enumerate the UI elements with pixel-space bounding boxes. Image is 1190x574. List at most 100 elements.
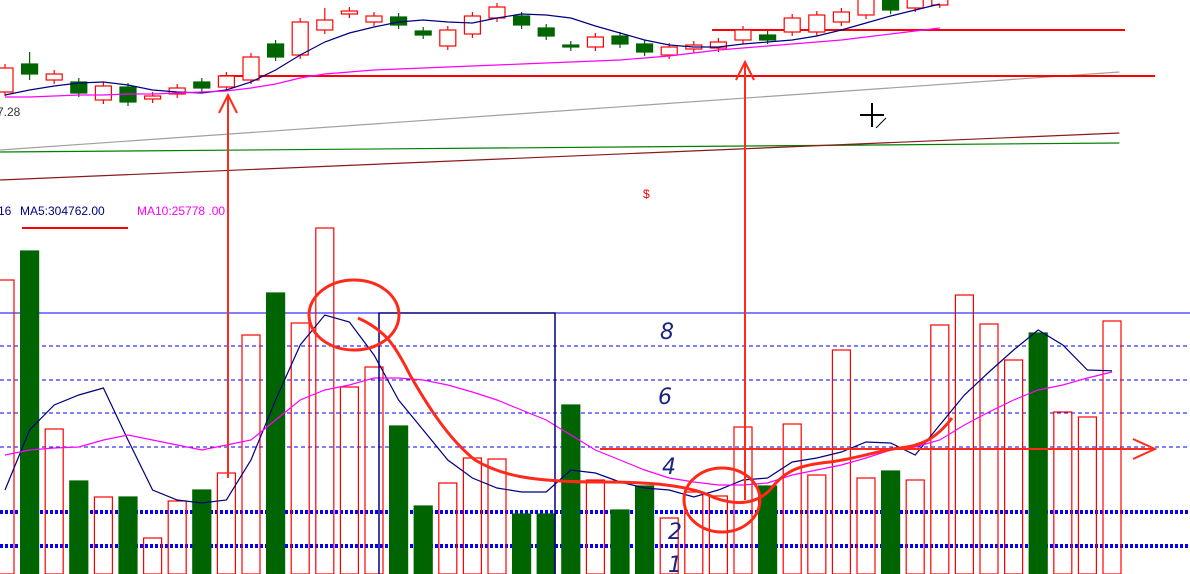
hand-label: 6 — [658, 385, 672, 410]
candle-body — [70, 81, 88, 94]
candle-body — [734, 29, 752, 41]
candle-body — [45, 73, 63, 81]
volume-bar — [241, 334, 261, 574]
marker: $ — [643, 187, 650, 201]
drawings — [218, 59, 1158, 534]
candle-body — [709, 41, 728, 49]
legend-entry: MA10:25778 .00 — [137, 204, 225, 218]
arrow-head — [1132, 438, 1158, 460]
volume-bar — [1077, 416, 1098, 574]
volume-bar — [708, 495, 729, 574]
volume-bar — [462, 457, 482, 574]
volume-bar — [192, 489, 212, 574]
volume-bar — [143, 537, 163, 574]
candle-body — [144, 95, 162, 100]
volume-bar — [118, 496, 138, 574]
candle-body — [906, 0, 924, 9]
freehand-line — [357, 316, 954, 504]
volume-bar — [536, 513, 556, 574]
candle-body — [931, 0, 949, 6]
candle-body — [242, 56, 260, 81]
volume-bar — [782, 423, 802, 574]
volume-bar — [389, 425, 409, 574]
volume-bar — [1028, 332, 1048, 574]
candle-body — [316, 19, 334, 31]
trend-line — [0, 71, 1120, 151]
volume-bar — [757, 485, 778, 574]
volume-bar — [20, 250, 40, 574]
candle-body — [808, 14, 826, 33]
candle-body — [414, 30, 432, 36]
volume-bar — [1102, 320, 1122, 574]
candle-body — [881, 0, 900, 11]
line — [5, 27, 940, 98]
volume-bar — [438, 482, 458, 574]
volume-bar — [807, 474, 827, 574]
candle-body — [21, 63, 39, 75]
candle-body — [857, 0, 875, 16]
legend-entry: MA5:304762.00 — [20, 204, 105, 218]
hand-label: 4 — [662, 455, 676, 480]
volume-bar — [1053, 411, 1073, 574]
volume-bar — [93, 496, 114, 574]
volume-bar — [266, 292, 286, 574]
selection-box — [378, 312, 556, 574]
candle-body — [291, 21, 309, 56]
candle-body — [488, 6, 506, 19]
line — [4, 3, 940, 96]
candle-body — [193, 81, 211, 89]
candle-body — [586, 36, 605, 48]
volume-bar — [69, 480, 89, 574]
volume-bar — [290, 322, 310, 574]
candle-body — [512, 15, 531, 26]
arrow-head — [218, 92, 238, 114]
volume-bar — [413, 505, 433, 574]
volume-bar — [585, 479, 606, 574]
circle — [307, 278, 401, 352]
circle — [682, 466, 762, 534]
candle-body — [439, 29, 457, 47]
candle-body — [340, 10, 358, 15]
volume-bar — [659, 517, 679, 574]
volume-bar — [954, 294, 975, 574]
volume-bar — [0, 279, 15, 574]
candle-body — [463, 15, 481, 35]
candle-body — [217, 75, 235, 88]
volume-bar — [487, 458, 507, 574]
candle-body — [267, 43, 285, 58]
candle-body — [783, 17, 801, 33]
volume-bar — [339, 386, 359, 574]
volume-bar — [216, 472, 236, 574]
volume-bar — [561, 404, 581, 574]
candle-body — [562, 44, 580, 48]
candle-body — [611, 35, 629, 45]
candle-body — [635, 43, 654, 53]
cursor — [860, 103, 887, 129]
candle-body — [0, 67, 14, 93]
candle-body — [660, 46, 678, 56]
candle-body — [758, 34, 777, 41]
arrow-head — [735, 59, 755, 81]
candle-body — [832, 11, 851, 23]
volume-bar — [1003, 359, 1024, 574]
candle-body — [537, 27, 555, 37]
volume-bar — [856, 477, 876, 574]
volume-bar — [364, 366, 384, 574]
trend-line — [0, 132, 1120, 181]
volume-bar — [315, 227, 335, 574]
volume-bar — [634, 485, 655, 574]
hand-label: 1 — [668, 553, 682, 574]
y-tick-label: 7.28 — [0, 105, 21, 119]
volume-bar — [684, 491, 704, 574]
volume-bar — [905, 479, 925, 574]
candle-body — [365, 15, 383, 23]
hand-label: 2 — [668, 520, 682, 545]
volume-bar — [610, 509, 630, 574]
volume-bar — [511, 513, 532, 574]
volume-bar — [880, 470, 901, 574]
candle-body — [94, 85, 113, 101]
legend-prefix: 16 — [0, 204, 12, 218]
